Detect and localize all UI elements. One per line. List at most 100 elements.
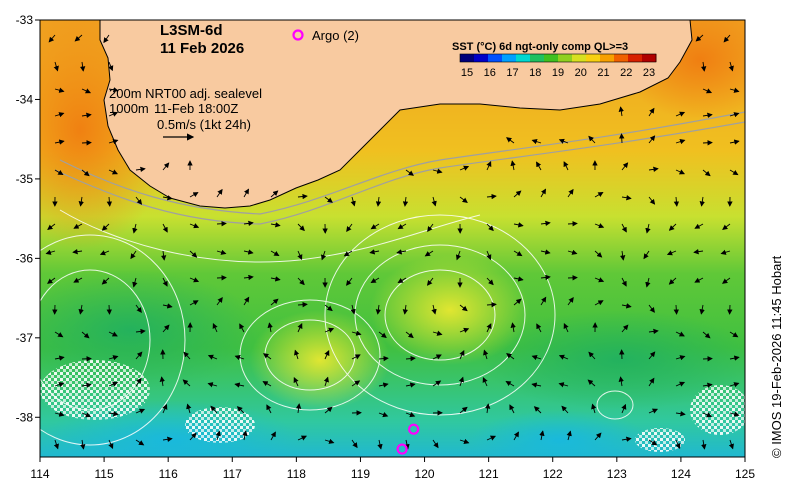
current-vector bbox=[513, 190, 522, 198]
current-vector bbox=[405, 412, 416, 418]
current-vector bbox=[160, 250, 167, 261]
current-vector bbox=[243, 296, 250, 306]
current-vector bbox=[558, 382, 569, 388]
colorbar-swatch bbox=[586, 54, 601, 62]
current-vector bbox=[695, 34, 704, 42]
current-vector bbox=[324, 438, 335, 444]
colorbar-tick-label: 19 bbox=[552, 67, 564, 79]
current-vector bbox=[405, 169, 414, 176]
current-vector bbox=[673, 196, 680, 207]
current-vector bbox=[404, 439, 410, 450]
current-vector bbox=[675, 139, 686, 145]
credit-text: © IMOS 19-Feb-2026 11:45 Hobart bbox=[769, 255, 784, 458]
current-vector bbox=[239, 323, 245, 333]
current-vector bbox=[324, 327, 335, 333]
current-vector bbox=[242, 430, 248, 441]
colorbar-tick-label: 20 bbox=[575, 67, 587, 79]
current-vector bbox=[73, 277, 83, 283]
current-vector bbox=[645, 277, 651, 288]
current-vector bbox=[262, 381, 272, 387]
current-vector bbox=[81, 382, 92, 388]
current-vector bbox=[297, 323, 303, 333]
map-border bbox=[39, 19, 746, 458]
current-vector bbox=[458, 376, 464, 387]
current-vector bbox=[106, 304, 112, 315]
current-vector bbox=[266, 404, 272, 414]
current-vector bbox=[375, 196, 382, 207]
current-vector bbox=[531, 382, 542, 388]
current-vector bbox=[54, 112, 65, 118]
isobath-lines bbox=[54, 111, 745, 225]
current-vector bbox=[210, 405, 218, 414]
current-vector bbox=[426, 277, 434, 286]
current-vector bbox=[563, 161, 569, 171]
current-vector bbox=[270, 298, 279, 306]
current-vector bbox=[135, 439, 145, 446]
current-vector bbox=[270, 431, 276, 441]
current-vector bbox=[80, 439, 86, 450]
current-vector bbox=[135, 196, 143, 205]
current-vector bbox=[587, 379, 596, 387]
y-tick-label: -38 bbox=[16, 410, 34, 424]
current-vector bbox=[216, 249, 227, 255]
argo-legend-label: Argo (2) bbox=[312, 28, 359, 43]
current-vector bbox=[486, 277, 494, 286]
current-vector bbox=[675, 111, 686, 117]
current-vector bbox=[675, 439, 681, 450]
current-vector bbox=[323, 376, 329, 387]
colorbar-tick-label: 23 bbox=[643, 67, 655, 79]
date-title: 11 Feb 2026 bbox=[160, 40, 244, 57]
current-vector bbox=[567, 249, 578, 255]
current-vector bbox=[73, 223, 83, 229]
current-vector bbox=[484, 403, 491, 414]
current-vector bbox=[723, 34, 731, 43]
current-vector bbox=[567, 221, 578, 227]
current-vector bbox=[54, 169, 64, 176]
argo-float-marker bbox=[408, 423, 420, 435]
current-vector bbox=[540, 188, 547, 198]
current-vector bbox=[324, 350, 330, 360]
x-tick-label: 115 bbox=[95, 467, 114, 481]
current-vector bbox=[81, 331, 90, 339]
colorbar-swatch bbox=[460, 54, 475, 62]
current-vector bbox=[729, 169, 739, 176]
current-vector bbox=[215, 430, 221, 441]
current-vector bbox=[702, 331, 711, 339]
current-vector bbox=[54, 411, 65, 417]
current-vector bbox=[432, 330, 443, 336]
current-vector bbox=[702, 412, 713, 418]
current-vector bbox=[648, 377, 655, 387]
current-vector bbox=[343, 250, 353, 257]
colorbar-swatch bbox=[516, 54, 531, 62]
current-vector bbox=[54, 87, 65, 93]
current-vector bbox=[54, 139, 65, 145]
current-vector bbox=[351, 439, 358, 449]
current-vector bbox=[619, 133, 625, 144]
y-axis-ticks: -33 -34 -35 -36 -37 -38 bbox=[16, 13, 40, 424]
current-vector bbox=[370, 223, 380, 230]
current-vector bbox=[621, 303, 632, 309]
current-vector bbox=[189, 250, 198, 258]
current-vector bbox=[618, 376, 624, 387]
x-tick-label: 120 bbox=[415, 467, 435, 481]
current-vector bbox=[648, 196, 656, 205]
colorbar-swatch bbox=[474, 54, 489, 62]
current-vector bbox=[729, 355, 740, 361]
current-vector bbox=[486, 223, 494, 232]
x-tick-label: 118 bbox=[287, 467, 306, 481]
current-vector bbox=[267, 322, 273, 333]
current-vector bbox=[648, 135, 656, 144]
current-vector bbox=[108, 411, 119, 417]
current-vector bbox=[431, 196, 437, 207]
y-tick-label: -37 bbox=[16, 331, 34, 345]
current-vector bbox=[567, 188, 574, 198]
current-vector bbox=[135, 351, 143, 360]
current-vector bbox=[722, 277, 731, 284]
current-vector bbox=[72, 248, 83, 255]
current-vector bbox=[729, 331, 739, 338]
current-vector bbox=[53, 61, 59, 72]
colorbar-tick-label: 18 bbox=[529, 67, 541, 79]
current-vector bbox=[648, 439, 658, 446]
current-vector bbox=[486, 250, 492, 261]
cold-water-patch-east bbox=[470, 410, 650, 457]
